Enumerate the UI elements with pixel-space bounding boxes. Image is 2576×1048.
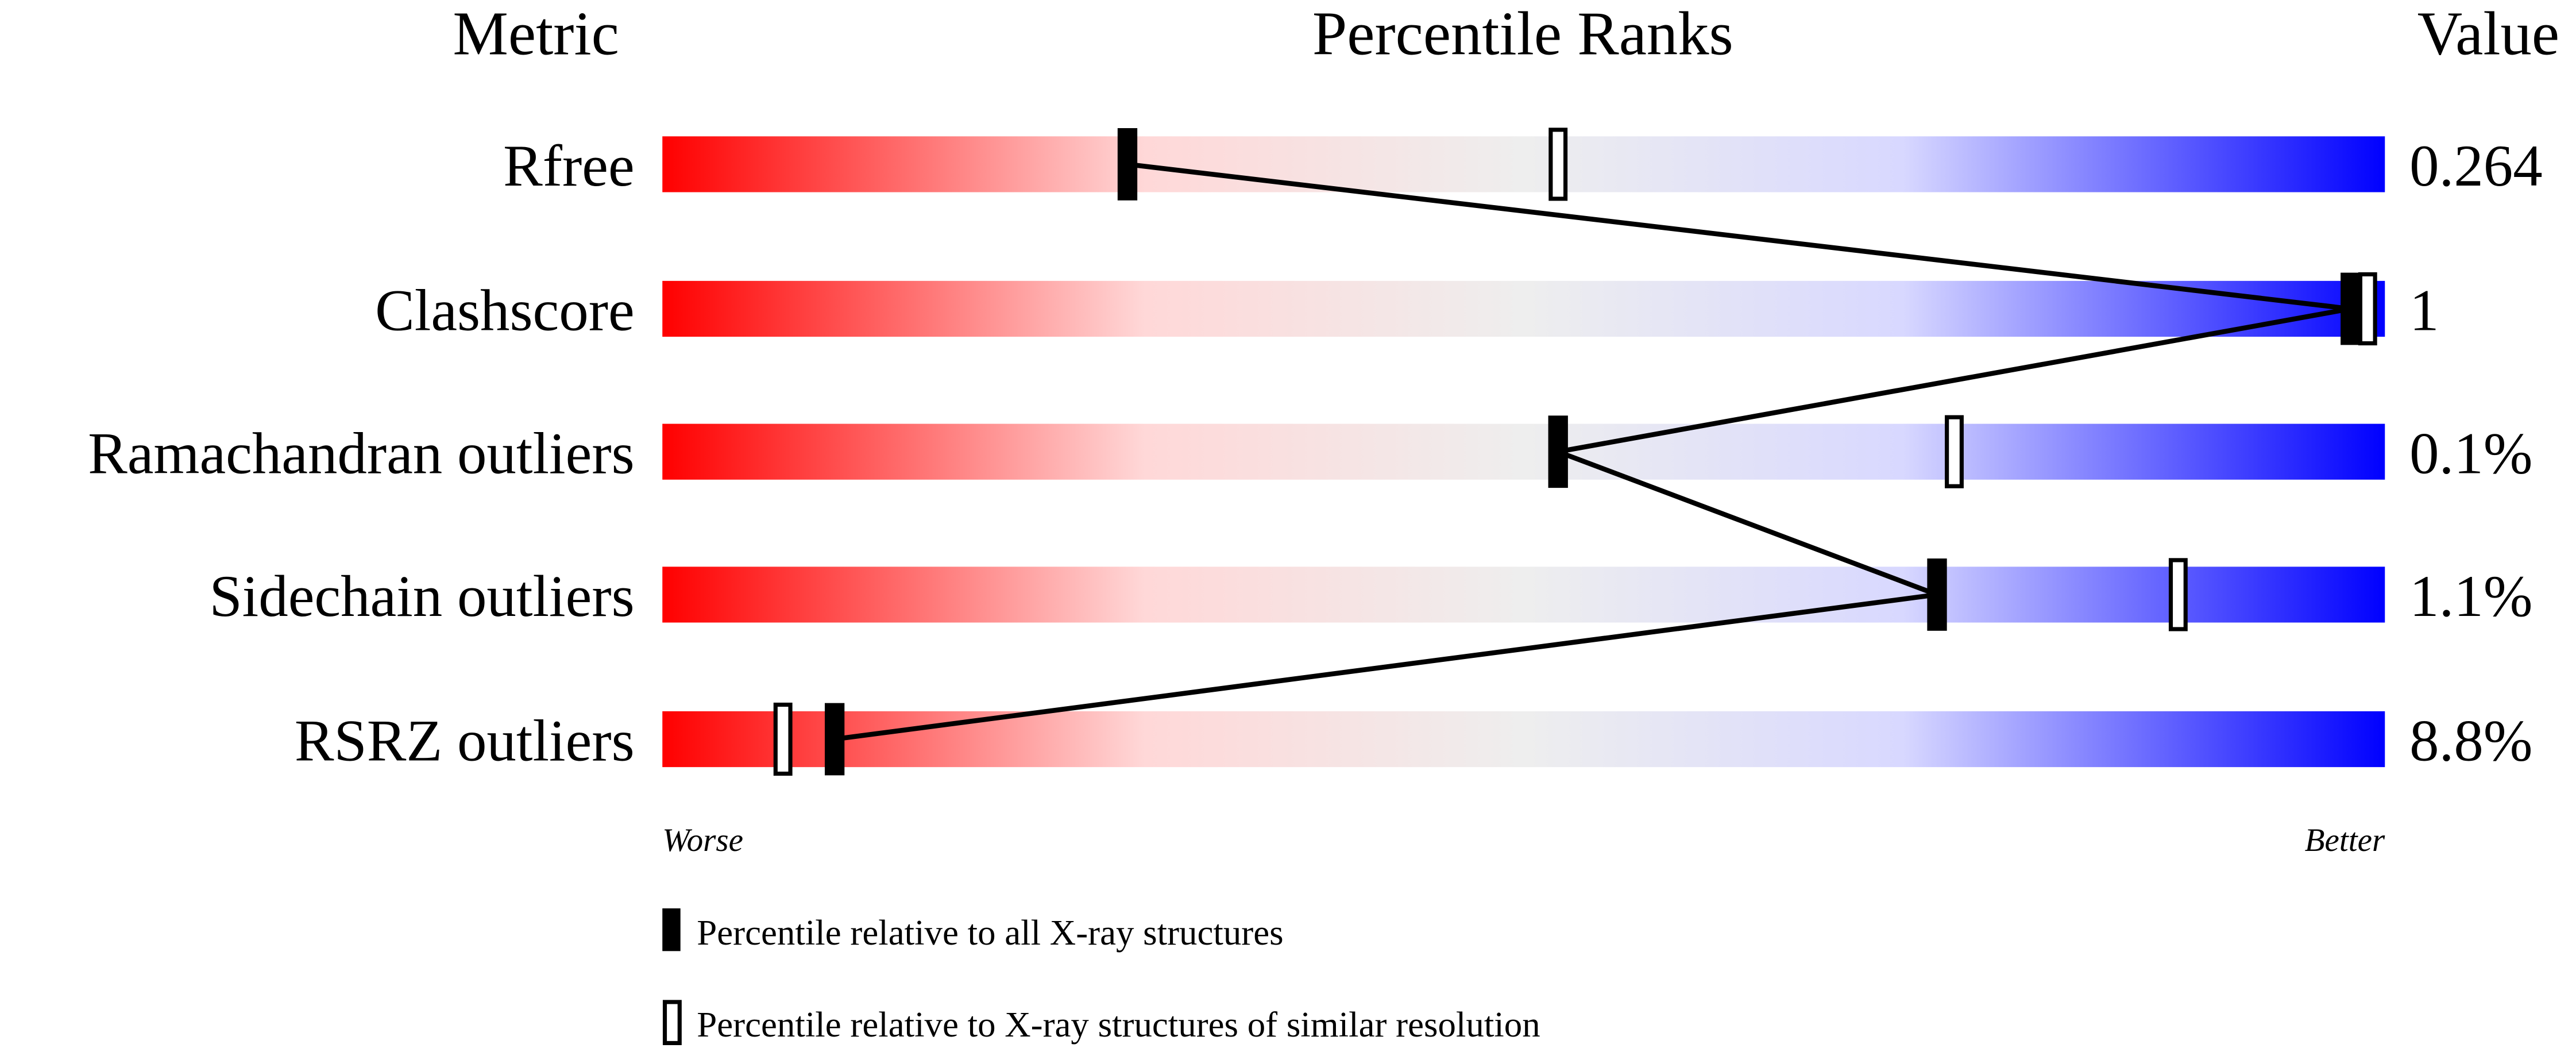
metric-label: RSRZ outliers bbox=[295, 708, 635, 774]
gradient-bar bbox=[662, 711, 2385, 768]
gradient-bar bbox=[662, 423, 2385, 480]
similar-resolution-marker bbox=[2358, 272, 2377, 346]
metric-header: Metric bbox=[453, 0, 619, 68]
metric-label: Sidechain outliers bbox=[209, 564, 634, 629]
metric-label: Ramachandran outliers bbox=[88, 421, 635, 486]
all-structures-marker bbox=[2341, 272, 2361, 345]
metric-label: Rfree bbox=[503, 133, 635, 199]
similar-resolution-marker bbox=[1548, 128, 1568, 201]
legend-filled-label: Percentile relative to all X-ray structu… bbox=[697, 912, 1283, 953]
legend-filled-marker bbox=[662, 908, 681, 951]
metric-value: 0.264 bbox=[2409, 133, 2543, 199]
similar-resolution-marker bbox=[1945, 415, 1964, 488]
all-structures-marker bbox=[824, 703, 845, 776]
metric-value: 8.8% bbox=[2409, 708, 2532, 774]
all-structures-marker bbox=[1548, 415, 1568, 488]
metric-value: 1 bbox=[2409, 278, 2439, 344]
all-structures-marker bbox=[1117, 128, 1138, 201]
metric-value: 1.1% bbox=[2409, 564, 2532, 629]
better-label: Better bbox=[2305, 822, 2385, 858]
metric-label: Clashscore bbox=[375, 278, 635, 344]
metric-value: 0.1% bbox=[2409, 421, 2532, 486]
legend-open-marker bbox=[662, 1000, 682, 1045]
similar-resolution-marker bbox=[2168, 558, 2188, 631]
legend-open-label: Percentile relative to X-ray structures … bbox=[697, 1004, 1540, 1045]
value-header: Value bbox=[2417, 0, 2559, 68]
worse-label: Worse bbox=[662, 822, 743, 858]
gradient-bar bbox=[662, 567, 2385, 623]
gradient-bar bbox=[662, 280, 2385, 337]
gradient-bar bbox=[662, 136, 2385, 192]
chart-title: Percentile Ranks bbox=[1312, 0, 1733, 68]
all-structures-marker bbox=[1927, 558, 1947, 631]
similar-resolution-marker bbox=[773, 702, 793, 776]
